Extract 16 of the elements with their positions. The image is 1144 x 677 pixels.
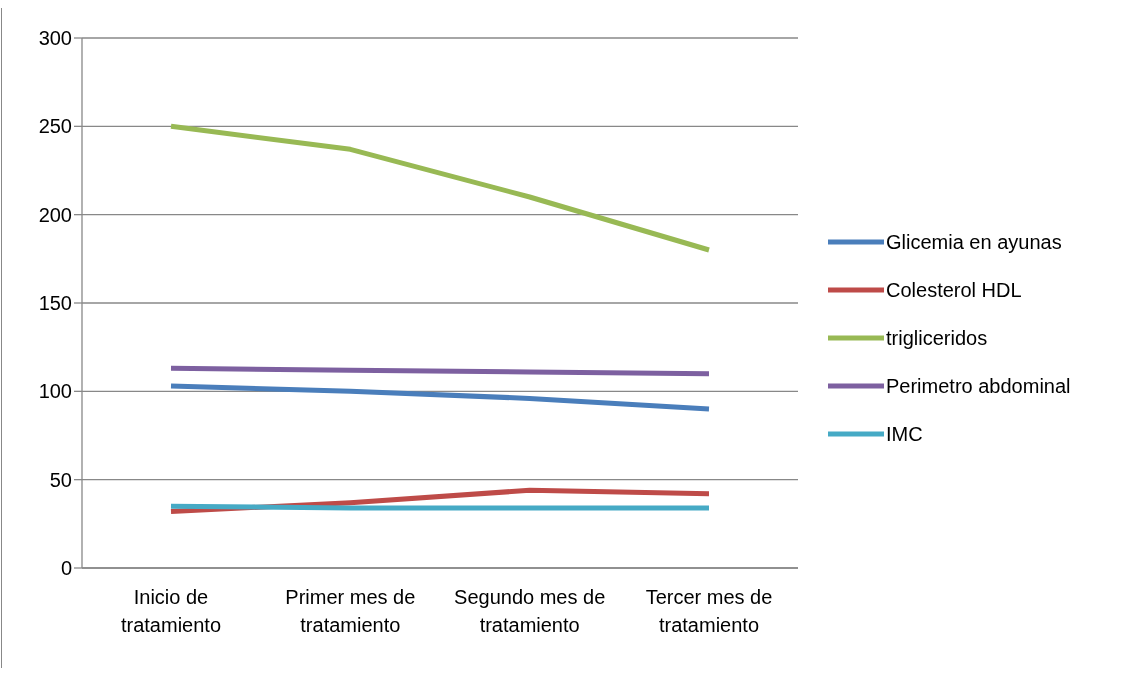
y-tick-label: 300 — [38, 27, 72, 50]
x-tick-label: Primer mes de tratamiento — [285, 586, 416, 636]
y-tick-label: 100 — [38, 380, 72, 403]
x-tick-label: Tercer mes de tratamiento — [645, 586, 773, 636]
legend-label: trigliceridos — [886, 326, 988, 350]
y-tick-label: 150 — [38, 292, 72, 315]
x-tick-label: Inicio de tratamiento — [120, 586, 222, 636]
x-tick-label: Segundo mes de tratamiento — [454, 586, 606, 636]
y-tick-label: 200 — [38, 203, 72, 226]
y-tick-label: 0 — [60, 557, 72, 580]
legend-label: Colesterol HDL — [886, 278, 1022, 302]
y-tick-label: 50 — [49, 468, 72, 491]
legend-label: Glicemia en ayunas — [886, 230, 1062, 254]
y-tick-label: 250 — [38, 115, 72, 138]
legend-label: Perimetro abdominal — [886, 374, 1071, 398]
legend-label: IMC — [886, 422, 923, 446]
